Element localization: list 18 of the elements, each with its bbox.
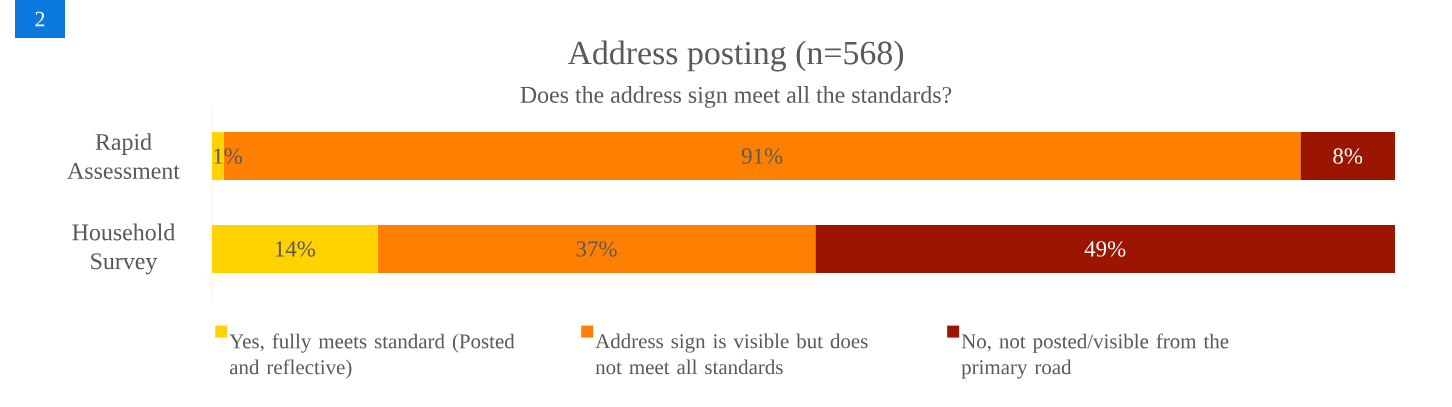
data-label: 91% [741,148,783,164]
bar [212,224,378,273]
data-label: 1% [214,148,242,164]
chart-title: Address posting (n=568) [567,40,904,72]
legend-label: No, not posted/visible from the primary road [961,333,1229,379]
data-label: 14% [275,241,316,257]
data-label: 37% [576,241,617,257]
bar [815,224,1396,273]
bar [377,224,816,273]
y-tick-label: Household Survey [72,223,175,275]
bar [1300,132,1396,181]
legend-label: Address sign is visible but does not meet all standards [595,333,868,375]
legend-label: Yes, fully meets standard (Posted and reflective) [229,333,515,379]
text: 2 [35,11,45,27]
chart-subtitle: Does the address sign meet all the standards? [520,86,952,108]
data-label: 49% [1084,241,1126,257]
data-label: 8% [1333,148,1363,164]
y-tick-label: Rapid Assessment [67,133,180,179]
